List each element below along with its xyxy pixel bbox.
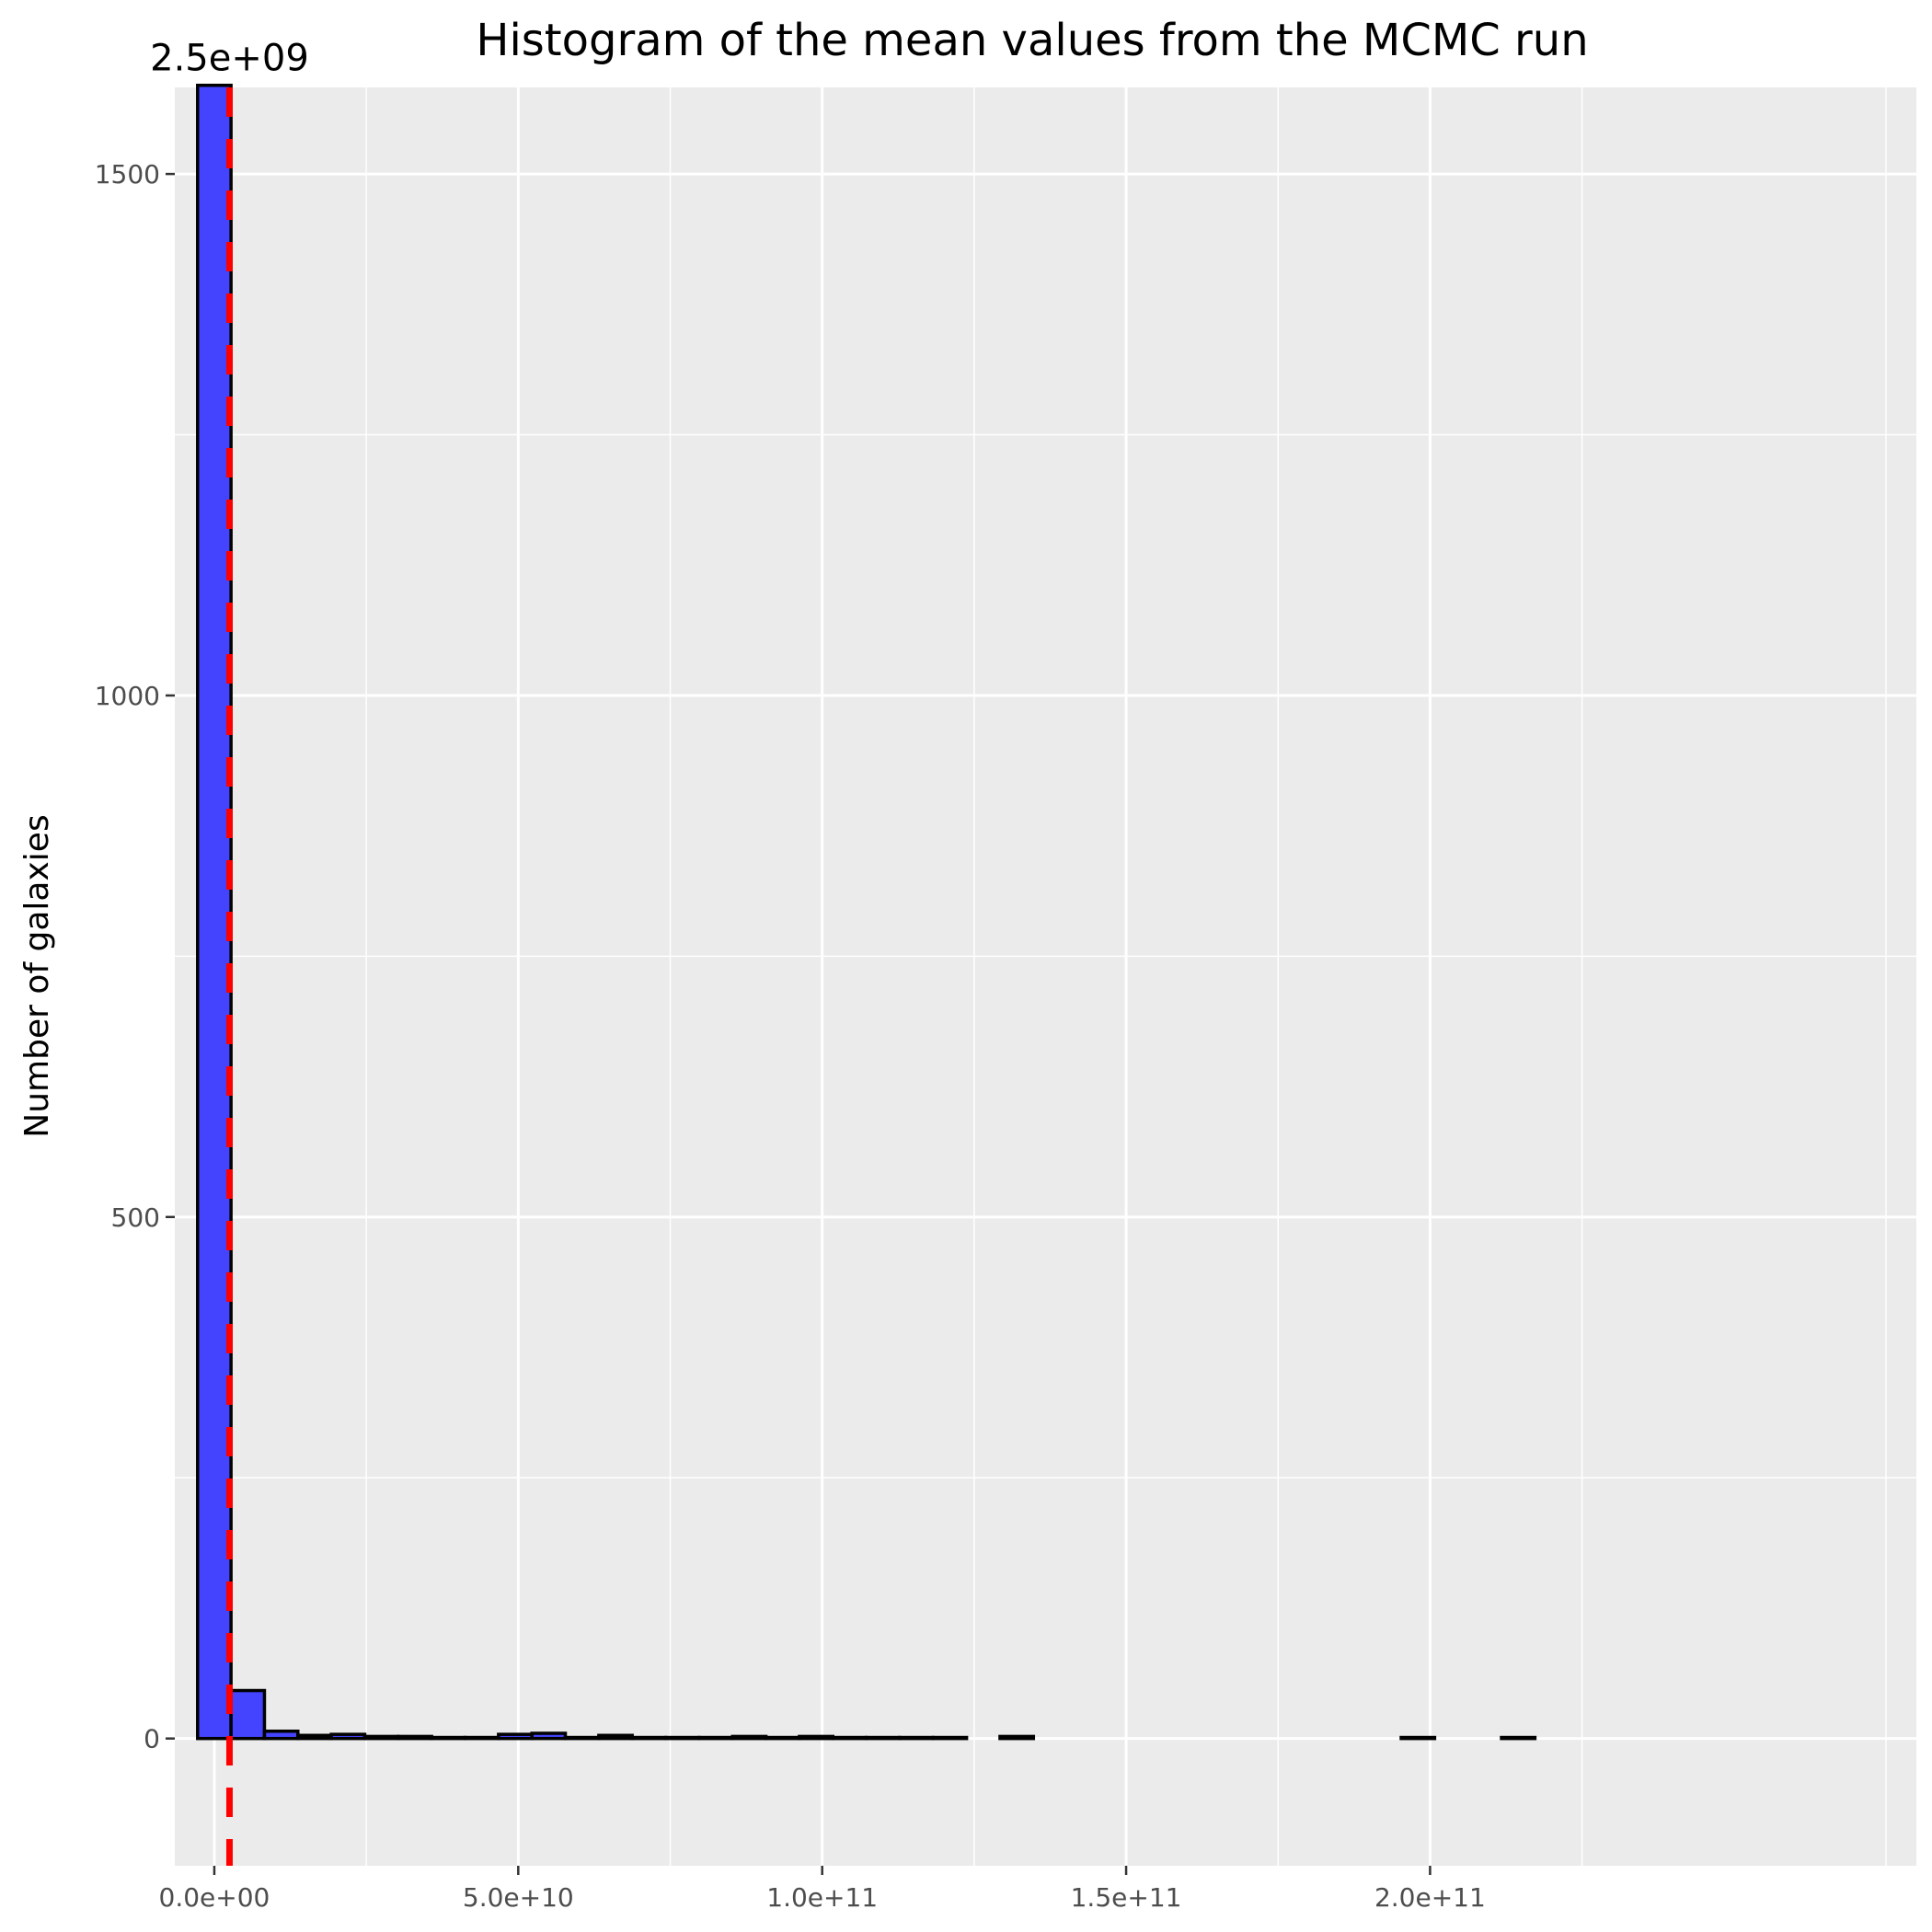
y-axis-title: Number of galaxies bbox=[18, 814, 56, 1137]
x-tick-label: 1.0e+11 bbox=[766, 1882, 878, 1913]
histogram-bar bbox=[630, 1735, 668, 1741]
histogram-bar bbox=[998, 1734, 1036, 1741]
histogram-bar bbox=[898, 1735, 936, 1741]
histogram-bar bbox=[864, 1735, 902, 1741]
histogram-bar bbox=[597, 1733, 634, 1741]
x-tick-label: 2.0e+11 bbox=[1374, 1882, 1486, 1913]
x-tick-label: 0.0e+00 bbox=[159, 1882, 270, 1913]
histogram-bar bbox=[296, 1733, 333, 1741]
histogram-bar bbox=[229, 1688, 267, 1741]
y-tick-label: 1500 bbox=[95, 159, 160, 190]
x-tick-label: 1.5e+11 bbox=[1071, 1882, 1182, 1913]
x-tick-label: 5.0e+10 bbox=[463, 1882, 574, 1913]
histogram-bar bbox=[329, 1732, 367, 1741]
histogram-bar bbox=[362, 1734, 400, 1741]
histogram-bar bbox=[697, 1735, 734, 1741]
histogram-bar bbox=[563, 1735, 601, 1741]
minor-gridlines bbox=[175, 87, 1916, 1866]
y-axis: 0 500 1000 1500 bbox=[95, 159, 175, 1754]
histogram-bar bbox=[497, 1732, 534, 1741]
histogram-bar bbox=[931, 1735, 969, 1741]
y-tick-label: 0 bbox=[144, 1724, 160, 1754]
y-tick-label: 1000 bbox=[95, 681, 160, 711]
histogram-bar bbox=[430, 1735, 467, 1741]
histogram-bar bbox=[798, 1734, 834, 1741]
histogram-bar bbox=[831, 1735, 868, 1741]
histogram-bar bbox=[262, 1729, 300, 1741]
histogram-bar bbox=[764, 1735, 801, 1741]
histogram-bar bbox=[1500, 1735, 1537, 1741]
x-axis: 0.0e+00 5.0e+10 1.0e+11 1.5e+11 2.0e+11 bbox=[159, 1866, 1486, 1913]
y-tick-label: 500 bbox=[111, 1202, 160, 1233]
histogram-bar bbox=[663, 1735, 701, 1741]
histogram-bar bbox=[463, 1735, 500, 1741]
plot-panel bbox=[175, 87, 1916, 1866]
histogram-bar bbox=[397, 1734, 433, 1741]
histogram-bar bbox=[1399, 1735, 1437, 1741]
histogram-bar bbox=[530, 1731, 568, 1741]
mean-value-label: 2.5e+09 bbox=[150, 38, 309, 80]
chart-title: Histogram of the mean values from the MC… bbox=[476, 15, 1588, 66]
histogram-bar bbox=[196, 83, 233, 1741]
histogram-bar bbox=[730, 1734, 768, 1741]
